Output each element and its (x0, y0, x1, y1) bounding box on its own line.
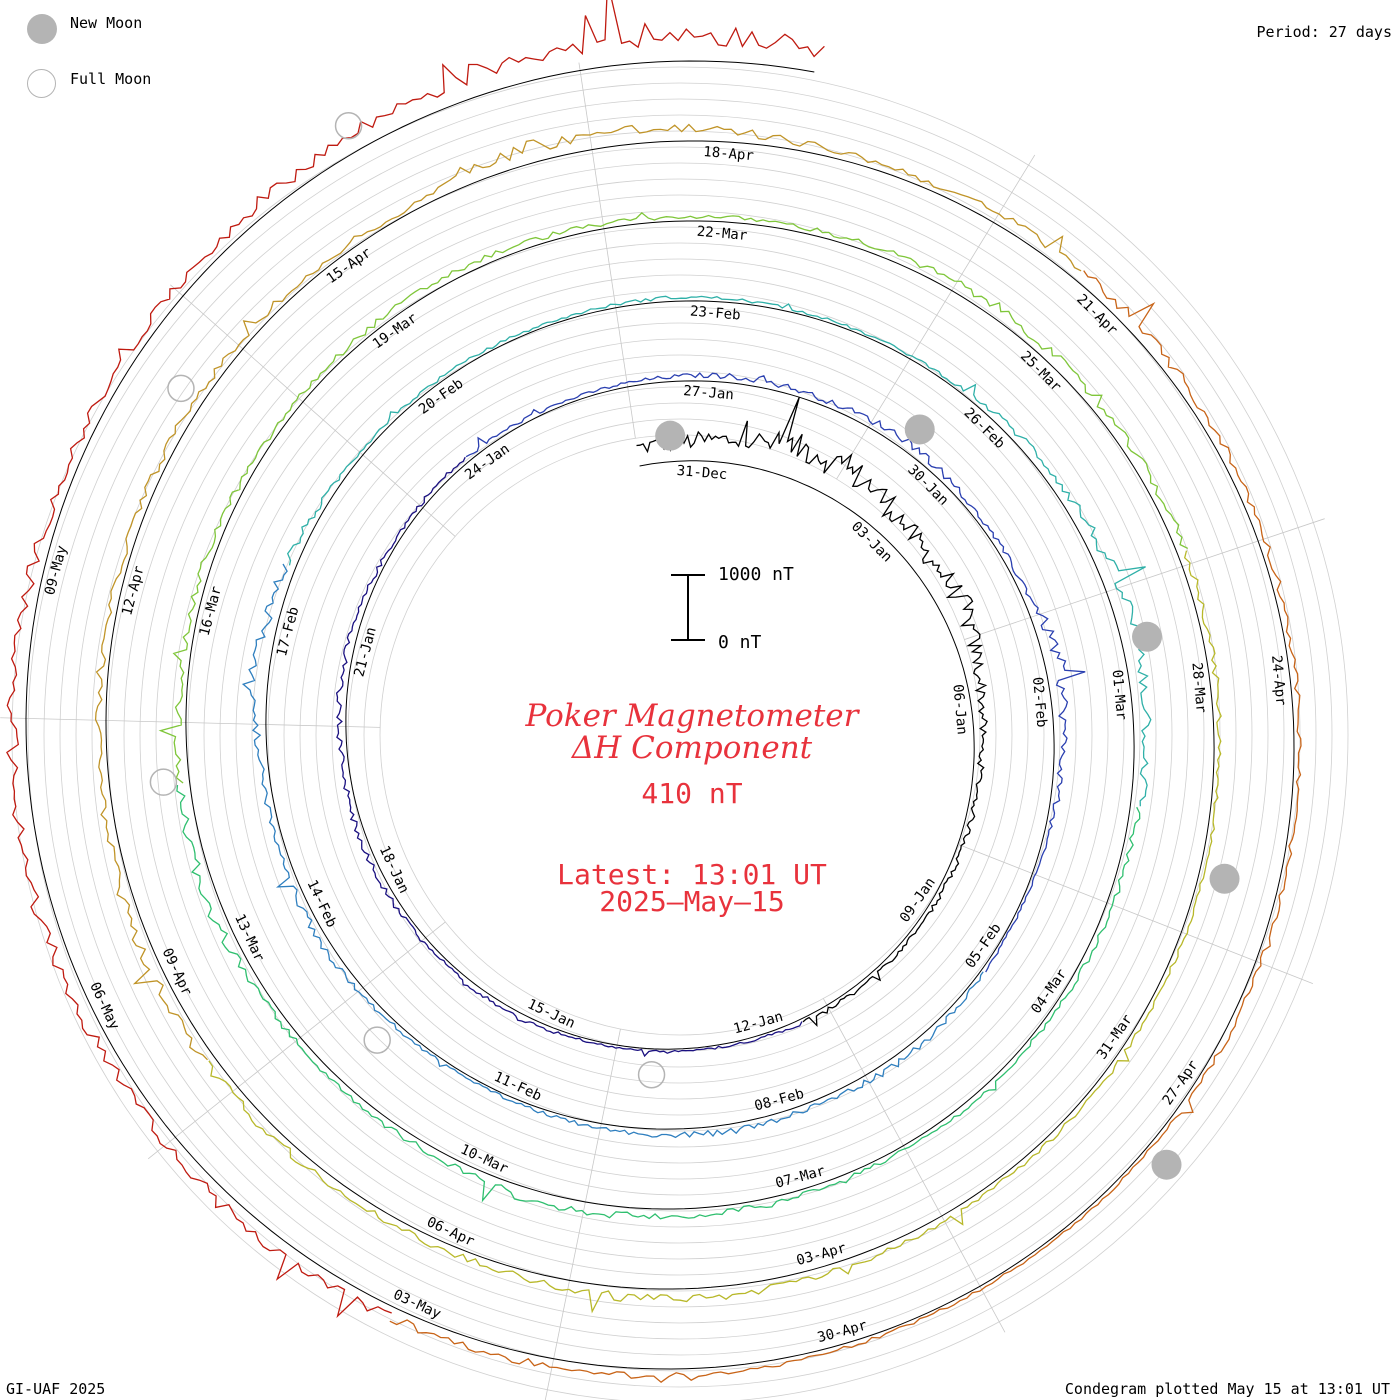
dH-trace-segment (286, 295, 1152, 807)
full-moon-marker (149, 768, 178, 796)
dH-trace-segment (158, 212, 1189, 784)
grid-spoke (823, 998, 1006, 1333)
date-label: 09-Apr (159, 946, 195, 999)
grid-ring (123, 178, 1237, 1292)
grid-ring (219, 274, 1141, 1196)
new-moon-legend-icon (27, 14, 57, 44)
new-moon-marker (904, 414, 935, 445)
date-label: 22-Mar (696, 224, 748, 244)
scale-bar: 1000 nT 0 nT (671, 564, 794, 653)
full-moon-legend-label: Full Moon (70, 70, 152, 88)
full-moon-marker (334, 112, 363, 140)
date-label: 16-Mar (197, 585, 225, 638)
grid-spoke (544, 1028, 621, 1400)
grid-ring (315, 370, 1045, 1100)
date-label: 24-Apr (1268, 654, 1289, 706)
grid-ring (91, 146, 1269, 1324)
new-moon-marker (655, 420, 686, 451)
grid-ring (11, 66, 1349, 1400)
grid-ring (235, 290, 1125, 1180)
dH-trace-segment (335, 456, 803, 1058)
date-label: 27-Jan (683, 383, 735, 403)
grid-ring (155, 210, 1205, 1260)
footer-plot-time: Condegram plotted May 15 at 13:01 UT (1064, 1380, 1390, 1398)
latest-time: Latest: 13:01 UT (557, 858, 827, 891)
dH-trace (6, 0, 1302, 1384)
new-moon-marker (1151, 1149, 1182, 1180)
new-moon-marker (1132, 621, 1163, 652)
date-label: 09-May (42, 544, 70, 597)
period-label: Period: 27 days (1256, 23, 1392, 41)
date-label: 21-Jan (351, 626, 379, 679)
date-label: 31-Dec (676, 463, 728, 483)
grid-ring (267, 322, 1093, 1148)
date-label: 01-Mar (1109, 669, 1130, 721)
grid-ring (251, 306, 1109, 1164)
grid-ring (43, 98, 1317, 1372)
grid-ring (283, 338, 1077, 1132)
chart-title-line2: ΔH Component (571, 730, 813, 766)
grid-spoke (170, 284, 456, 537)
baseline-spiral (25, 60, 1295, 1370)
scale-top-label: 1000 nT (718, 564, 794, 585)
moon-markers (149, 112, 1240, 1180)
dH-trace-segment (465, 372, 1086, 973)
baseline-spiral-line (25, 60, 1295, 1370)
date-label: 12-Jan (732, 1009, 785, 1038)
grid-ring (299, 354, 1061, 1116)
date-label: 13-Mar (231, 912, 267, 965)
dH-trace-segment (94, 123, 1082, 1061)
grid-ring (107, 162, 1253, 1308)
chart-title-line1: Poker Magnetometer (525, 698, 861, 734)
grid-ring (187, 242, 1173, 1228)
dH-trace-segment (389, 270, 1302, 1384)
full-moon-legend-icon (27, 69, 56, 98)
date-label: 28-Mar (1188, 662, 1209, 714)
full-moon-marker (637, 1061, 666, 1089)
new-moon-legend-label: New Moon (70, 14, 143, 32)
legend: New Moon Full Moon (26, 12, 186, 102)
dH-trace-segment (241, 563, 984, 1139)
latest-date: 2025–May–15 (599, 885, 784, 918)
scale-bottom-label: 0 nT (718, 632, 762, 653)
date-label: 14-Feb (303, 878, 339, 931)
date-label: 18-Apr (703, 144, 755, 164)
dH-trace-segment (208, 550, 1222, 1314)
grid-spoke (578, 62, 636, 439)
grid-ring (139, 194, 1221, 1276)
grid-spoke (959, 844, 1314, 985)
grid-spoke (964, 518, 1325, 640)
footer-credit: GI-UAF 2025 (6, 1380, 106, 1398)
date-label: 02-Feb (1029, 676, 1050, 728)
date-label: 06-Jan (949, 684, 970, 736)
full-moon-marker (167, 374, 195, 403)
grid-ring (347, 402, 1013, 1068)
current-value: 410 nT (641, 777, 742, 810)
spoke-grid (0, 62, 1325, 1400)
new-moon-marker (1209, 863, 1240, 894)
date-label: 23-Feb (689, 303, 741, 323)
dH-trace-segment (176, 784, 1141, 1220)
grid-spoke (836, 154, 1036, 480)
dH-trace-segment (636, 396, 988, 1028)
grid-ring (59, 114, 1301, 1356)
grid-ring (203, 258, 1157, 1212)
grid-spoke (0, 717, 381, 728)
grid-ring (331, 386, 1029, 1084)
full-moon-marker (363, 1026, 391, 1054)
dH-trace-segment (6, 0, 825, 1319)
grid-ring (27, 82, 1333, 1388)
date-label: 06-May (86, 980, 122, 1033)
grid-ring (75, 130, 1285, 1340)
